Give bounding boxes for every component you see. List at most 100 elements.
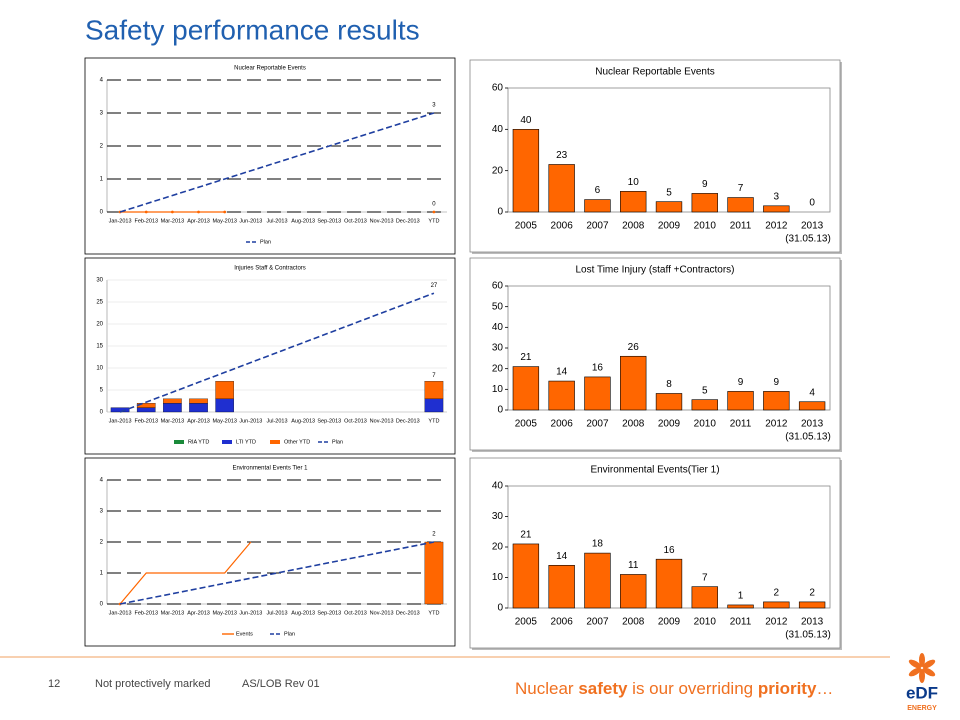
x-tick-label: Apr-2013 xyxy=(187,610,210,616)
x-tick-label: Jul-2013 xyxy=(266,610,287,616)
value-label: 18 xyxy=(592,539,604,550)
bar xyxy=(512,129,540,213)
y-tick-label: 2 xyxy=(100,144,104,150)
plan-line xyxy=(119,292,435,413)
x-tick-label: Jul-2013 xyxy=(266,418,287,424)
point xyxy=(170,210,174,214)
bar xyxy=(763,205,790,213)
value-label: 21 xyxy=(520,352,532,363)
x-tick-label: 2011 xyxy=(730,617,752,628)
x-tick-label: Dec-2013 xyxy=(396,610,420,616)
reference: AS/LOB Rev 01 xyxy=(242,678,320,690)
x-tick-label: 2013 xyxy=(801,617,824,628)
x-tick-label: 2006 xyxy=(551,221,574,232)
y-tick-label: 15 xyxy=(96,344,103,350)
bar xyxy=(727,391,754,411)
chart-title: Environmental Events(Tier 1) xyxy=(590,465,719,476)
legend-swatch xyxy=(270,440,280,444)
bar xyxy=(620,574,647,609)
x-tick-label: Nov-2013 xyxy=(370,610,394,616)
y-tick-label: 5 xyxy=(100,388,104,394)
bar xyxy=(620,355,647,411)
x-tick-label: Jun-2013 xyxy=(239,610,262,616)
y-tick-label: 10 xyxy=(96,366,103,372)
bar xyxy=(727,197,754,213)
chart-frame xyxy=(469,257,841,451)
point xyxy=(432,210,436,214)
x-tick-label: Oct-2013 xyxy=(344,610,367,616)
bar xyxy=(136,407,156,413)
bar xyxy=(691,193,718,213)
y-tick-label: 20 xyxy=(492,542,504,553)
x-tick-label: Oct-2013 xyxy=(344,218,367,224)
x-tick-label: 2006 xyxy=(551,617,574,628)
x-tick-label: Mar-2013 xyxy=(161,610,185,616)
chart-title: Injuries Staff & Contractors xyxy=(234,266,306,272)
y-tick-label: 4 xyxy=(100,78,104,84)
bar xyxy=(424,398,444,413)
slogan-part: is our overriding xyxy=(627,679,757,698)
slide-title: Safety performance results xyxy=(85,14,420,45)
x-tick-label: Feb-2013 xyxy=(134,218,158,224)
x-tick-label: Aug-2013 xyxy=(291,610,315,616)
slogan-part: priority xyxy=(758,679,817,698)
value-label: 0 xyxy=(432,202,436,208)
y-tick-label: 0 xyxy=(497,207,503,218)
y-tick-label: 0 xyxy=(497,603,503,614)
value-label: 10 xyxy=(628,177,640,188)
value-label: 21 xyxy=(520,530,532,541)
note: (31.05.13) xyxy=(785,432,831,443)
x-tick-label: Sep-2013 xyxy=(317,418,341,424)
legend-label: Other YTD xyxy=(284,439,310,445)
chart-title: Environmental Events Tier 1 xyxy=(232,466,308,472)
x-tick-label: 2005 xyxy=(515,617,538,628)
logo-brand: eDF xyxy=(906,683,938,702)
x-tick-label: Sep-2013 xyxy=(317,218,341,224)
y-tick-label: 4 xyxy=(100,478,104,484)
actual-line xyxy=(119,541,252,605)
x-tick-label: Dec-2013 xyxy=(396,218,420,224)
chart-frame xyxy=(84,457,456,647)
y-tick-label: 30 xyxy=(492,511,504,522)
x-tick-label: 2010 xyxy=(694,617,717,628)
value-label: 2 xyxy=(432,532,436,538)
y-tick-label: 0 xyxy=(100,410,104,416)
value-label: 6 xyxy=(595,185,601,196)
value-label: 26 xyxy=(628,342,640,353)
y-tick-label: 60 xyxy=(492,83,504,94)
x-tick-label: May-2013 xyxy=(212,610,236,616)
value-label: 2 xyxy=(774,588,780,599)
chart-title: Lost Time Injury (staff +Contractors) xyxy=(575,265,734,276)
value-label: 23 xyxy=(556,150,568,161)
total-label: 7 xyxy=(432,373,436,379)
x-tick-label: Jan-2013 xyxy=(109,610,132,616)
x-tick-label: 2009 xyxy=(658,419,681,430)
value-label: 16 xyxy=(592,363,604,374)
value-label: 3 xyxy=(432,103,436,109)
value-label: 1 xyxy=(738,591,744,602)
bar xyxy=(512,366,540,411)
legend-label: Plan xyxy=(332,439,343,445)
y-tick-label: 25 xyxy=(96,300,103,306)
value-label: 3 xyxy=(774,191,780,202)
logo-sub: ENERGY xyxy=(907,705,937,712)
x-tick-label: Apr-2013 xyxy=(187,418,210,424)
plan-line xyxy=(119,112,435,213)
bar xyxy=(584,376,611,411)
legend-swatch xyxy=(174,440,184,444)
bar xyxy=(798,601,826,609)
bar xyxy=(189,398,208,404)
y-tick-label: 30 xyxy=(492,343,504,354)
marking: Not protectively marked xyxy=(95,678,211,690)
bar xyxy=(163,403,182,413)
y-tick-label: 40 xyxy=(492,322,504,333)
y-tick-label: 60 xyxy=(492,281,504,292)
x-tick-label: May-2013 xyxy=(212,418,236,424)
slogan-part: Nuclear xyxy=(515,679,578,698)
bar xyxy=(424,381,444,399)
legend-swatch xyxy=(222,440,232,444)
value-label: 14 xyxy=(556,551,568,562)
x-tick-label: 2009 xyxy=(658,617,681,628)
x-tick-label: Nov-2013 xyxy=(370,218,394,224)
x-tick-label: 2006 xyxy=(551,419,574,430)
